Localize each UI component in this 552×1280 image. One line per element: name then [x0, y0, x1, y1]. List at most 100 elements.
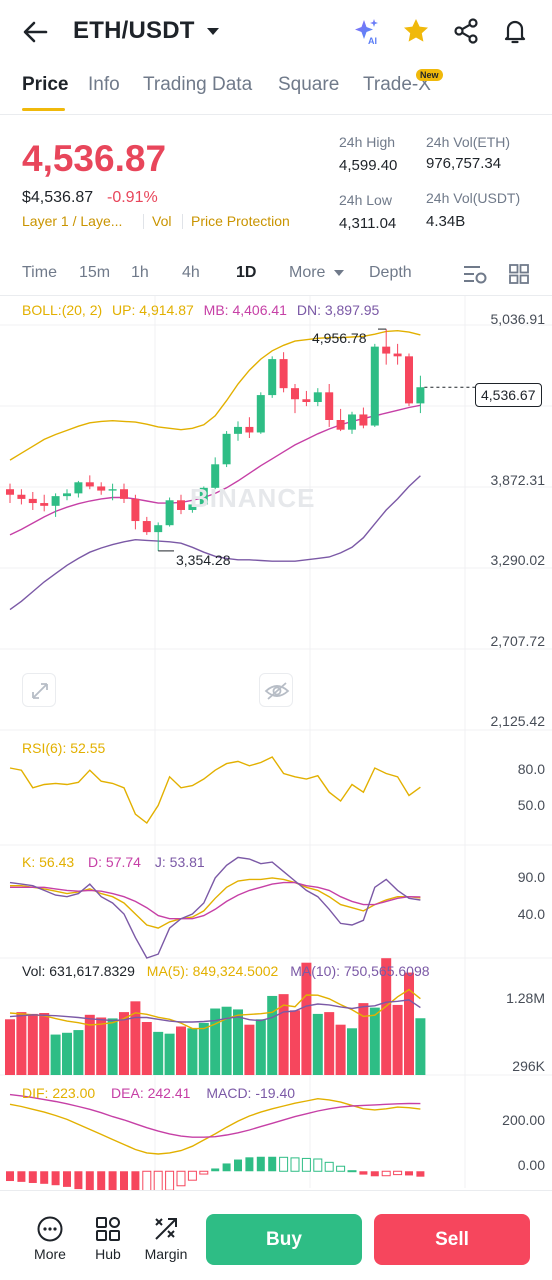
share-icon[interactable]: [451, 16, 481, 46]
macd-dif-line: [9, 1097, 421, 1155]
volume-bar: [278, 994, 289, 1075]
candle-body: [85, 482, 94, 487]
candle-body: [234, 426, 242, 434]
margin-label[interactable]: Margin: [144, 1246, 188, 1262]
volume-bar: [198, 1022, 209, 1075]
back-arrow-icon[interactable]: [20, 18, 52, 46]
volume-bar: [290, 1010, 300, 1075]
candle: [74, 480, 83, 498]
chevron-down-icon[interactable]: [334, 270, 344, 276]
ai-sparkle-icon[interactable]: AI: [352, 16, 382, 46]
boll-mb: MB: 4,406.41: [203, 302, 287, 318]
candle-body: [28, 498, 37, 504]
hub-grid-icon[interactable]: [94, 1215, 122, 1243]
layout-grid-icon[interactable]: [508, 263, 530, 285]
interval-1d[interactable]: 1D: [236, 264, 257, 281]
volume-bar: [210, 1008, 221, 1075]
usd-price: $4,536.87: [22, 189, 94, 206]
interval-time[interactable]: Time: [22, 264, 57, 281]
indicator-settings-icon[interactable]: [462, 263, 488, 285]
price-chart[interactable]: [0, 296, 552, 1190]
candle-body: [199, 487, 208, 505]
chevron-down-icon[interactable]: [207, 28, 219, 35]
candle: [222, 431, 231, 468]
category-tag[interactable]: Layer 1 / Laye...: [22, 213, 123, 229]
tab-square[interactable]: Square: [278, 74, 340, 95]
hub-label[interactable]: Hub: [95, 1246, 121, 1262]
macd-bar: [336, 1165, 346, 1172]
volume-bar: [324, 1012, 335, 1075]
candle: [405, 353, 413, 407]
macd-bar: [313, 1158, 323, 1172]
candle: [177, 494, 185, 515]
sell-button[interactable]: Sell: [374, 1214, 530, 1265]
eye-off-icon: [264, 682, 290, 700]
buy-button[interactable]: Buy: [206, 1214, 362, 1265]
margin-arrows-icon[interactable]: [152, 1215, 180, 1243]
current-price-tag: 4,536.67: [475, 383, 542, 407]
candle-body: [40, 503, 49, 506]
tab-price[interactable]: Price: [22, 74, 69, 95]
more-label[interactable]: More: [34, 1246, 66, 1262]
pair-title[interactable]: ETH/USDT: [73, 17, 195, 44]
interval-more[interactable]: More: [289, 264, 326, 281]
volume-bar: [164, 1033, 175, 1075]
macd-axis-label: 200.00: [502, 1112, 545, 1128]
high-marker-label: 4,956.78: [312, 330, 367, 346]
interval-depth[interactable]: Depth: [369, 264, 412, 281]
candle-body: [382, 346, 391, 354]
volume-bar: [141, 1021, 152, 1075]
macd-bar: [290, 1157, 300, 1172]
candle: [17, 489, 26, 505]
divider: [182, 214, 183, 229]
candle-body: [211, 464, 220, 488]
candle: [188, 500, 197, 513]
fullscreen-button[interactable]: [22, 673, 56, 707]
high-value: 4,599.40: [339, 157, 398, 174]
hide-indicators-button[interactable]: [259, 673, 293, 707]
boll-dn-line: [9, 475, 421, 611]
volume-bar: [27, 1013, 38, 1075]
ai-badge-text: AI: [368, 36, 377, 46]
candle-body: [131, 498, 140, 522]
tab-active-indicator: [22, 108, 65, 111]
price-axis-label: 3,290.02: [490, 552, 546, 568]
divider: [0, 295, 552, 296]
vol-tag[interactable]: Vol: [152, 213, 172, 229]
candle: [63, 489, 71, 501]
candle: [325, 384, 334, 427]
volume-bar: [5, 1019, 15, 1075]
candle: [256, 392, 265, 434]
more-dots-icon[interactable]: [36, 1215, 64, 1243]
vol-ma10-line: [9, 999, 421, 1023]
tab-trade-x[interactable]: Trade-X: [363, 74, 431, 95]
volume-bar: [119, 1012, 129, 1075]
price-axis-label: 5,036.91: [490, 311, 546, 327]
candle-body: [336, 420, 345, 430]
macd-bar: [131, 1171, 140, 1190]
macd-bar: [234, 1159, 242, 1172]
macd-bar: [63, 1171, 71, 1187]
low-marker-label: 3,354.28: [176, 552, 231, 568]
interval-15m[interactable]: 15m: [79, 264, 111, 281]
candle-body: [74, 482, 83, 494]
interval-1h[interactable]: 1h: [131, 264, 149, 281]
candle: [291, 384, 299, 414]
star-icon[interactable]: [401, 16, 431, 46]
divider: [0, 114, 552, 115]
tab-trading-data[interactable]: Trading Data: [143, 74, 253, 95]
vol-eth-label: 24h Vol(ETH): [426, 134, 511, 150]
candle-body: [222, 433, 231, 465]
candle: [97, 482, 106, 495]
macd-bar: [108, 1171, 117, 1190]
macd-dea-line: [9, 1093, 421, 1138]
candle-body: [256, 395, 265, 433]
price-protection-tag[interactable]: Price Protection: [191, 213, 290, 229]
vol-ma10: MA(10): 750,565.6098: [290, 963, 430, 979]
macd-value: MACD: -19.40: [206, 1085, 296, 1101]
candle: [6, 483, 14, 504]
bell-icon[interactable]: [500, 16, 530, 46]
candle-body: [393, 353, 402, 357]
interval-4h[interactable]: 4h: [182, 264, 200, 281]
tab-info[interactable]: Info: [88, 74, 120, 95]
